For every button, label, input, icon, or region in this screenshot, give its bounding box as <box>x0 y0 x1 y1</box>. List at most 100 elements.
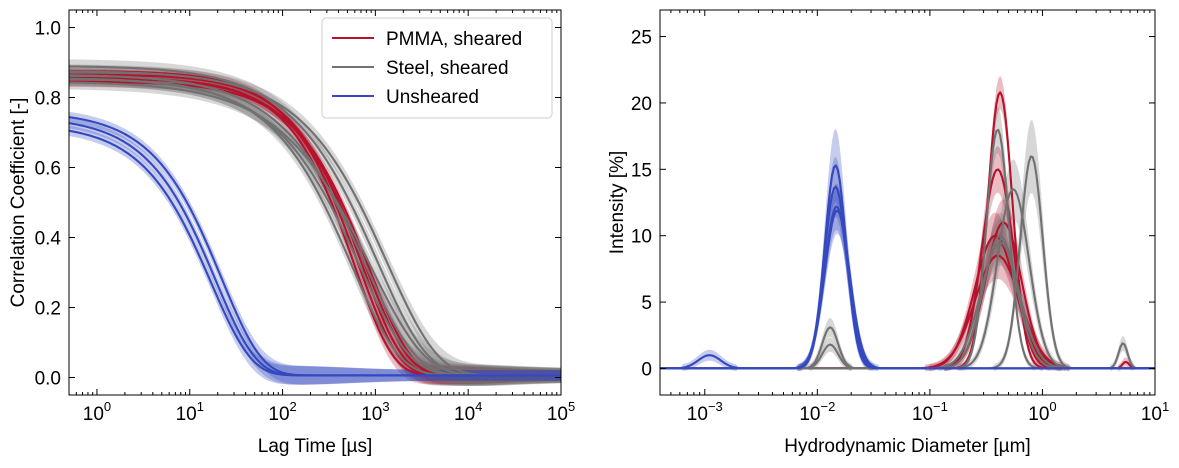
line-pmma-4 <box>69 77 561 377</box>
x-tick-exponent: 2 <box>290 399 297 414</box>
x-tick-label: 10−3 <box>687 399 723 425</box>
band-steel-6 <box>69 75 561 386</box>
line-steel-3 <box>69 74 561 377</box>
line-unsheared-2 <box>660 185 1155 370</box>
x-tick-label: 103 <box>361 399 389 425</box>
band-unsheared-4 <box>660 187 1155 372</box>
band-pmma-2 <box>660 146 1155 372</box>
x-tick-label: 10−1 <box>912 399 948 425</box>
x-tick-mantissa: 10 <box>799 404 820 425</box>
x-tick-mantissa: 10 <box>454 404 475 425</box>
legend-item: PMMA, sheared <box>332 29 522 50</box>
x-tick-exponent: 0 <box>1049 399 1056 414</box>
legend-label: PMMA, sheared <box>386 29 522 50</box>
plot-area <box>69 59 561 387</box>
plot-frame <box>659 9 1156 396</box>
x-tick-mantissa: 10 <box>1141 404 1162 425</box>
x-tick-mantissa: 10 <box>361 404 382 425</box>
x-tick-mantissa: 10 <box>83 404 104 425</box>
band-pmma-1 <box>660 75 1155 371</box>
line-pmma-3 <box>69 77 561 377</box>
legend-label: Steel, sheared <box>386 58 509 79</box>
x-tick-label: 10−2 <box>799 399 835 425</box>
line-steel-2 <box>660 155 1155 370</box>
line-pmma-5 <box>660 254 1155 370</box>
plot-area <box>660 75 1155 372</box>
band-pmma-3 <box>69 72 561 385</box>
x-tick-mantissa: 10 <box>176 404 197 425</box>
line-unsheared-1 <box>660 164 1155 370</box>
x-tick-exponent: −3 <box>708 399 723 414</box>
band-pmma-3 <box>660 199 1155 372</box>
x-tick-exponent: −1 <box>933 399 948 414</box>
correlation-chart: 100 101 102 103 104 1050.00.20.40.60.81.0Lag … <box>8 9 575 457</box>
y-tick-label: 0.4 <box>35 229 62 250</box>
line-pmma-5 <box>69 80 561 377</box>
band-steel-4 <box>69 71 561 386</box>
x-tick-mantissa: 10 <box>912 404 933 425</box>
line-steel-5 <box>69 77 561 377</box>
line-unsheared-3 <box>660 205 1155 370</box>
x-tick-mantissa: 10 <box>687 404 708 425</box>
x-tick-label: 100 <box>83 399 111 425</box>
line-pmma-4 <box>660 234 1155 370</box>
legend-box <box>321 17 553 119</box>
x-tick-exponent: −2 <box>820 399 835 414</box>
y-tick-label: 5 <box>641 293 652 314</box>
x-tick-label: 100 <box>1028 399 1056 425</box>
band-unsheared-2 <box>660 156 1155 371</box>
band-steel-3 <box>660 159 1155 372</box>
y-tick-label: 0.0 <box>35 369 61 390</box>
line-unsheared-3 <box>69 129 561 377</box>
x-axis-label: Hydrodynamic Diameter [µm] <box>784 436 1030 457</box>
x-tick-exponent: 1 <box>1162 399 1169 414</box>
line-pmma-2 <box>660 168 1155 370</box>
band-pmma-4 <box>69 72 561 385</box>
legend-label: Unsheared <box>386 87 479 108</box>
x-tick-label: 104 <box>454 399 482 425</box>
line-steel-4 <box>660 234 1155 370</box>
band-unsheared-3 <box>660 183 1155 372</box>
band-steel-5 <box>660 219 1155 372</box>
band-steel-1 <box>660 106 1155 371</box>
y-tick-label: 20 <box>631 94 652 115</box>
band-steel-2 <box>660 120 1155 372</box>
band-pmma-4 <box>660 212 1155 372</box>
y-axis-label: Correlation Coefficient [-] <box>8 98 29 308</box>
y-tick-label: 0.8 <box>35 89 61 110</box>
y-tick-label: 0.6 <box>35 159 61 180</box>
y-tick-label: 0.2 <box>35 299 61 320</box>
line-steel-6 <box>69 81 561 377</box>
legend-item: Steel, sheared <box>332 58 509 79</box>
x-tick-exponent: 3 <box>382 399 389 414</box>
x-tick-mantissa: 10 <box>547 404 568 425</box>
line-steel-3 <box>660 188 1155 370</box>
x-tick-exponent: 5 <box>568 399 575 414</box>
x-axis-label: Lag Time [µs] <box>258 436 372 457</box>
line-steel-5 <box>660 241 1155 370</box>
legend-item: Unsheared <box>332 87 479 108</box>
x-tick-mantissa: 10 <box>268 404 289 425</box>
x-tick-label: 101 <box>1141 399 1169 425</box>
plot-frame <box>68 9 562 396</box>
y-tick-label: 25 <box>631 28 652 49</box>
band-steel-2 <box>69 64 561 386</box>
line-steel-1 <box>660 128 1155 370</box>
band-unsheared-1 <box>660 128 1155 372</box>
legend: PMMA, sheared Steel, sheared Unsheared <box>321 17 553 119</box>
x-tick-exponent: 4 <box>475 399 482 414</box>
band-unsheared-3 <box>69 125 561 385</box>
line-steel-4 <box>69 77 561 377</box>
y-tick-label: 0 <box>641 359 652 380</box>
band-pmma-5 <box>660 232 1155 372</box>
line-pmma-2 <box>69 73 561 377</box>
y-tick-label: 15 <box>631 160 652 181</box>
line-unsheared-4 <box>660 209 1155 370</box>
x-tick-label: 105 <box>547 399 575 425</box>
band-pmma-5 <box>69 76 561 385</box>
x-tick-label: 102 <box>268 399 296 425</box>
size-distribution-chart: 10−3 10−2 10−1 100 1010510152025Hydrodynamic… <box>607 9 1169 457</box>
y-axis-label: Intensity [%] <box>607 151 628 255</box>
band-steel-4 <box>660 212 1155 372</box>
